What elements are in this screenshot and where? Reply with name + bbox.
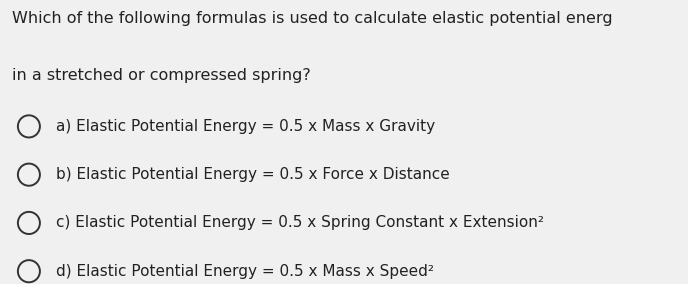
Text: d) Elastic Potential Energy = 0.5 x Mass x Speed²: d) Elastic Potential Energy = 0.5 x Mass… bbox=[56, 264, 434, 279]
Text: a) Elastic Potential Energy = 0.5 x Mass x Gravity: a) Elastic Potential Energy = 0.5 x Mass… bbox=[56, 119, 436, 134]
Text: in a stretched or compressed spring?: in a stretched or compressed spring? bbox=[12, 68, 311, 83]
Text: Which of the following formulas is used to calculate elastic potential energ: Which of the following formulas is used … bbox=[12, 11, 613, 26]
Text: c) Elastic Potential Energy = 0.5 x Spring Constant x Extension²: c) Elastic Potential Energy = 0.5 x Spri… bbox=[56, 216, 544, 230]
Text: b) Elastic Potential Energy = 0.5 x Force x Distance: b) Elastic Potential Energy = 0.5 x Forc… bbox=[56, 167, 450, 182]
